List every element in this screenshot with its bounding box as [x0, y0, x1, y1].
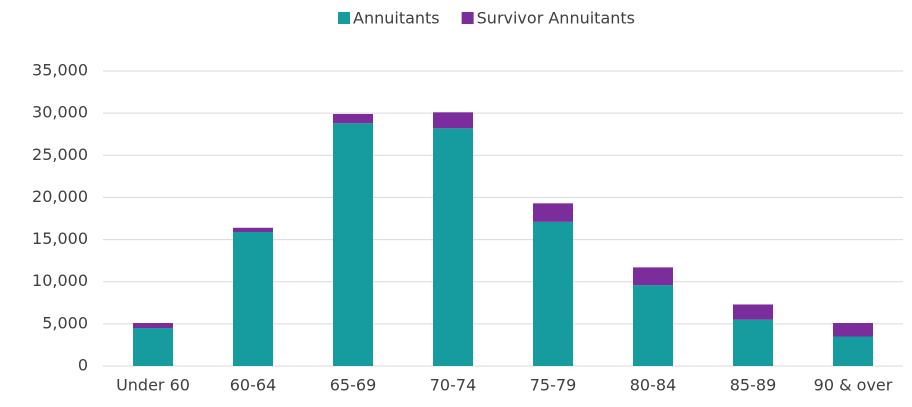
- x-tick-label: 70-74: [430, 376, 477, 395]
- legend-swatch: [461, 12, 474, 24]
- bar-segment: [233, 231, 273, 366]
- bar-segment: [133, 328, 173, 366]
- legend-label: Survivor Annuitants: [477, 9, 635, 28]
- bar-segment: [833, 323, 873, 337]
- y-tick-label: 0: [78, 356, 88, 375]
- y-tick-label: 35,000: [32, 61, 88, 80]
- bar-segment: [433, 112, 473, 129]
- x-tick-label: 75-79: [530, 376, 577, 395]
- bar-segment: [833, 336, 873, 366]
- bar-segment: [533, 221, 573, 366]
- bar-segment: [733, 319, 773, 366]
- y-tick-label: 30,000: [32, 103, 88, 122]
- y-tick-label: 20,000: [32, 187, 88, 206]
- x-tick-label: 80-84: [630, 376, 677, 395]
- bar-segment: [433, 128, 473, 366]
- bar-segment: [533, 203, 573, 222]
- bar-segment: [633, 285, 673, 366]
- x-tick-label: Under 60: [116, 376, 190, 395]
- x-tick-label: 90 & over: [814, 376, 893, 395]
- y-tick-label: 25,000: [32, 145, 88, 164]
- bar-segment: [733, 304, 773, 320]
- bar-segment: [233, 227, 273, 232]
- y-tick-label: 5,000: [42, 313, 88, 332]
- x-tick-label: 85-89: [730, 376, 777, 395]
- bar-segment: [633, 267, 673, 286]
- legend-swatch: [338, 12, 350, 24]
- x-tick-label: 65-69: [330, 376, 377, 395]
- y-tick-label: 15,000: [32, 229, 88, 248]
- y-tick-label: 10,000: [32, 271, 88, 290]
- x-tick-label: 60-64: [230, 376, 277, 395]
- bar-segment: [333, 113, 373, 124]
- bar-segment: [333, 123, 373, 366]
- legend-label: Annuitants: [353, 9, 440, 28]
- bar-segment: [133, 323, 173, 329]
